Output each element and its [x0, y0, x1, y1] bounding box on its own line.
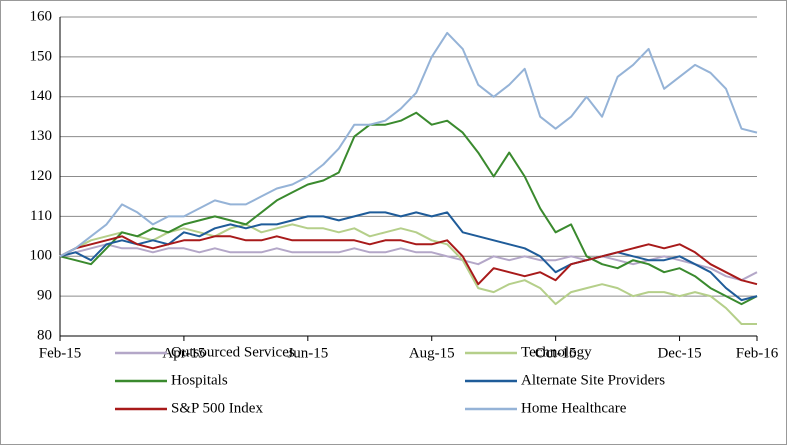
x-tick-label: Aug-15: [409, 345, 455, 361]
legend-label: S&P 500 Index: [171, 400, 263, 416]
legend-label: Technology: [521, 344, 592, 360]
x-tick-label: Feb-15: [39, 345, 82, 361]
y-tick-label: 150: [30, 48, 53, 64]
y-tick-label: 80: [37, 327, 52, 343]
series-line: [59, 223, 757, 325]
x-tick-label: Jun-15: [287, 345, 328, 361]
series-line: [59, 111, 758, 306]
legend-label: Alternate Site Providers: [521, 372, 665, 388]
series-line: [59, 211, 758, 302]
y-tick-label: 90: [37, 288, 52, 304]
legend-label: Outsourced Services: [171, 344, 295, 360]
y-tick-label: 130: [30, 128, 53, 144]
series-line: [59, 31, 758, 258]
x-tick-label: Oct-15: [535, 345, 577, 361]
y-tick-label: 140: [30, 88, 53, 104]
x-tick-label: Dec-15: [657, 345, 701, 361]
x-tick-label: Feb-16: [736, 345, 779, 361]
y-tick-label: 120: [30, 168, 53, 184]
legend-label: Home Healthcare: [521, 400, 627, 416]
y-tick-label: 160: [30, 8, 53, 24]
x-tick-label: Apr-15: [162, 345, 205, 361]
y-tick-label: 110: [30, 208, 52, 224]
series-line: [59, 235, 758, 286]
y-tick-label: 100: [30, 248, 53, 264]
legend-label: Hospitals: [171, 372, 228, 388]
